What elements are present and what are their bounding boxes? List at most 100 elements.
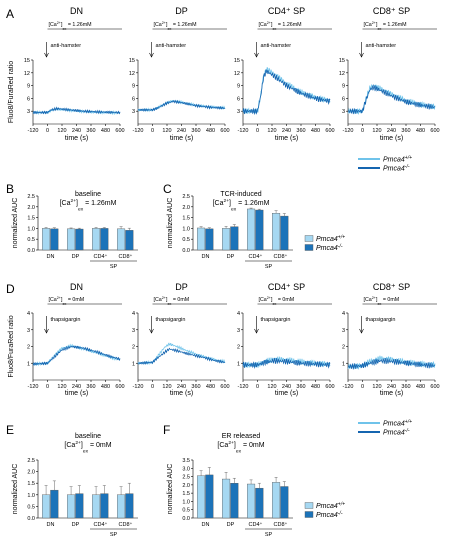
stimulus-label: thapsigargin bbox=[51, 317, 81, 323]
category-label: CD4⁺ bbox=[249, 253, 263, 260]
x-tick-label: 120 bbox=[372, 128, 381, 134]
y-tick-label: 3 bbox=[237, 109, 240, 115]
y-tick-label: 2 bbox=[27, 345, 30, 351]
category-label: CD4⁺ bbox=[249, 521, 263, 528]
x-tick-label: 600 bbox=[430, 384, 439, 390]
y-axis-label: normalized AUC bbox=[167, 464, 174, 515]
y-tick-label: 15 bbox=[129, 58, 135, 64]
x-tick-label: 240 bbox=[282, 128, 291, 134]
bar-pmca4-wt bbox=[272, 213, 281, 251]
conc-text-part: [Ca bbox=[213, 200, 224, 207]
conc-text-part: ] bbox=[271, 22, 273, 28]
x-tick-label: 120 bbox=[57, 384, 66, 390]
y-tick-label: 2 bbox=[132, 345, 135, 351]
bar-pmca4-wt bbox=[247, 208, 256, 251]
category-label: DN bbox=[47, 522, 55, 528]
y-tick-label: 2.0 bbox=[27, 205, 35, 211]
y-axis-label: Fluo8/FuraRed ratio bbox=[8, 315, 15, 377]
x-tick-label: 600 bbox=[325, 128, 334, 134]
y-tick-label: 0.0 bbox=[182, 516, 190, 522]
bar-pmca4-ko bbox=[205, 228, 214, 251]
y-tick-label: 12 bbox=[129, 71, 135, 77]
category-label: DN bbox=[47, 254, 55, 260]
bar-pmca4-wt bbox=[117, 228, 126, 251]
sp-group-label: SP bbox=[265, 264, 273, 270]
y-tick-label: 1.0 bbox=[182, 226, 190, 232]
x-tick-label: 0 bbox=[256, 384, 259, 390]
y-tick-label: 3 bbox=[27, 328, 30, 334]
time-course-title: DP bbox=[175, 6, 188, 16]
time-course-4: CD8⁺ SP[Ca2+]ex = 0mMthapsigargin1234-12… bbox=[342, 282, 440, 397]
conc-text-part: ] bbox=[76, 200, 78, 207]
conc-text-part: ex bbox=[377, 302, 381, 306]
y-tick-label: 2 bbox=[237, 345, 240, 351]
stimulus-label: anti-hamster bbox=[366, 43, 397, 49]
time-course-4: CD8⁺ SP[Ca2+]ex = 1.26mManti-hamster3691… bbox=[339, 6, 440, 142]
x-tick-label: 120 bbox=[162, 384, 171, 390]
x-tick-label: 0 bbox=[151, 128, 154, 134]
x-tick-label: 600 bbox=[115, 128, 124, 134]
conc-label: [Ca2+]ex = 0mM bbox=[154, 296, 190, 306]
y-tick-label: 2.0 bbox=[27, 470, 35, 476]
conc-text-part: = 0mM bbox=[241, 442, 265, 449]
y-tick-label: 12 bbox=[24, 71, 30, 77]
conc-text-part: = 0mM bbox=[66, 297, 84, 303]
x-tick-label: 360 bbox=[191, 128, 200, 134]
arrow-head bbox=[44, 328, 49, 334]
x-tick-label: 360 bbox=[86, 128, 95, 134]
bar-pmca4-ko bbox=[125, 230, 134, 251]
legend-genotype: +/+ bbox=[338, 502, 345, 508]
conc-text-part: ] bbox=[229, 200, 231, 207]
curve-pmca4-ko bbox=[137, 347, 226, 365]
bar-pmca4-wt bbox=[42, 494, 51, 519]
x-tick-label: 600 bbox=[430, 128, 439, 134]
curve-pmca4-ko bbox=[347, 358, 436, 370]
conc-text-part: [Ca bbox=[364, 22, 372, 28]
bar-pmca4-wt bbox=[117, 494, 126, 519]
legend-genotype: +/+ bbox=[338, 235, 345, 241]
y-tick-label: 9 bbox=[27, 84, 30, 90]
bar-pmca4-ko bbox=[100, 228, 109, 251]
conc-text-part: ] bbox=[61, 22, 63, 28]
conc-text-part: [Ca bbox=[154, 22, 162, 28]
bar-chart-title: TCR-induced bbox=[220, 191, 261, 198]
stimulus-label: thapsigargin bbox=[156, 317, 186, 323]
y-tick-label: 1.5 bbox=[27, 481, 35, 487]
conc-label: [Ca2+]ex = 0mM bbox=[49, 296, 85, 306]
bar-pmca4-wt bbox=[67, 228, 76, 251]
conc-text-part: ex bbox=[62, 27, 66, 31]
x-axis-label: time (s) bbox=[380, 390, 403, 397]
legend-gene: Pmca4 bbox=[383, 421, 405, 428]
y-tick-label: 2 bbox=[342, 345, 345, 351]
bar-pmca4-wt bbox=[67, 494, 76, 519]
conc-text-part: ] bbox=[376, 22, 378, 28]
y-axis-label: normalized AUC bbox=[167, 198, 174, 249]
y-tick-label: 9 bbox=[132, 84, 135, 90]
conc-label: [Ca2+]ex = 1.26mM bbox=[154, 21, 197, 31]
arrow-head bbox=[254, 328, 259, 334]
stimulus-label: anti-hamster bbox=[51, 43, 82, 49]
conc-text-part: 2+ bbox=[267, 21, 271, 25]
x-axis-label: time (s) bbox=[275, 135, 298, 142]
x-tick-label: 240 bbox=[387, 128, 396, 134]
conc-text-part: [Ca bbox=[49, 22, 57, 28]
panel-letter-d: D bbox=[6, 282, 15, 296]
conc-text-part: 2+ bbox=[372, 21, 376, 25]
time-course-title: DP bbox=[175, 282, 188, 292]
legend-label-ko: Pmca4-/- bbox=[316, 244, 343, 253]
y-tick-label: 3.0 bbox=[182, 466, 190, 472]
legend-genotype: +/+ bbox=[405, 155, 412, 161]
y-tick-label: 3 bbox=[342, 109, 345, 115]
conc-text-part: ex bbox=[272, 27, 276, 31]
conc-text-part: ] bbox=[166, 22, 168, 28]
category-label: DP bbox=[72, 522, 80, 528]
x-tick-label: 480 bbox=[206, 128, 215, 134]
x-tick-label: 120 bbox=[267, 128, 276, 134]
conc-text-part: ] bbox=[376, 297, 378, 303]
legend-swatch-ko bbox=[304, 244, 314, 251]
curve-pmca4-wt bbox=[32, 343, 121, 367]
conc-text-part: ] bbox=[271, 297, 273, 303]
conc-text-part: 2+ bbox=[267, 296, 271, 300]
bar-chart-conc: [Ca2+]ex = 1.26mM bbox=[213, 198, 270, 212]
conc-text-part: ex bbox=[62, 302, 66, 306]
